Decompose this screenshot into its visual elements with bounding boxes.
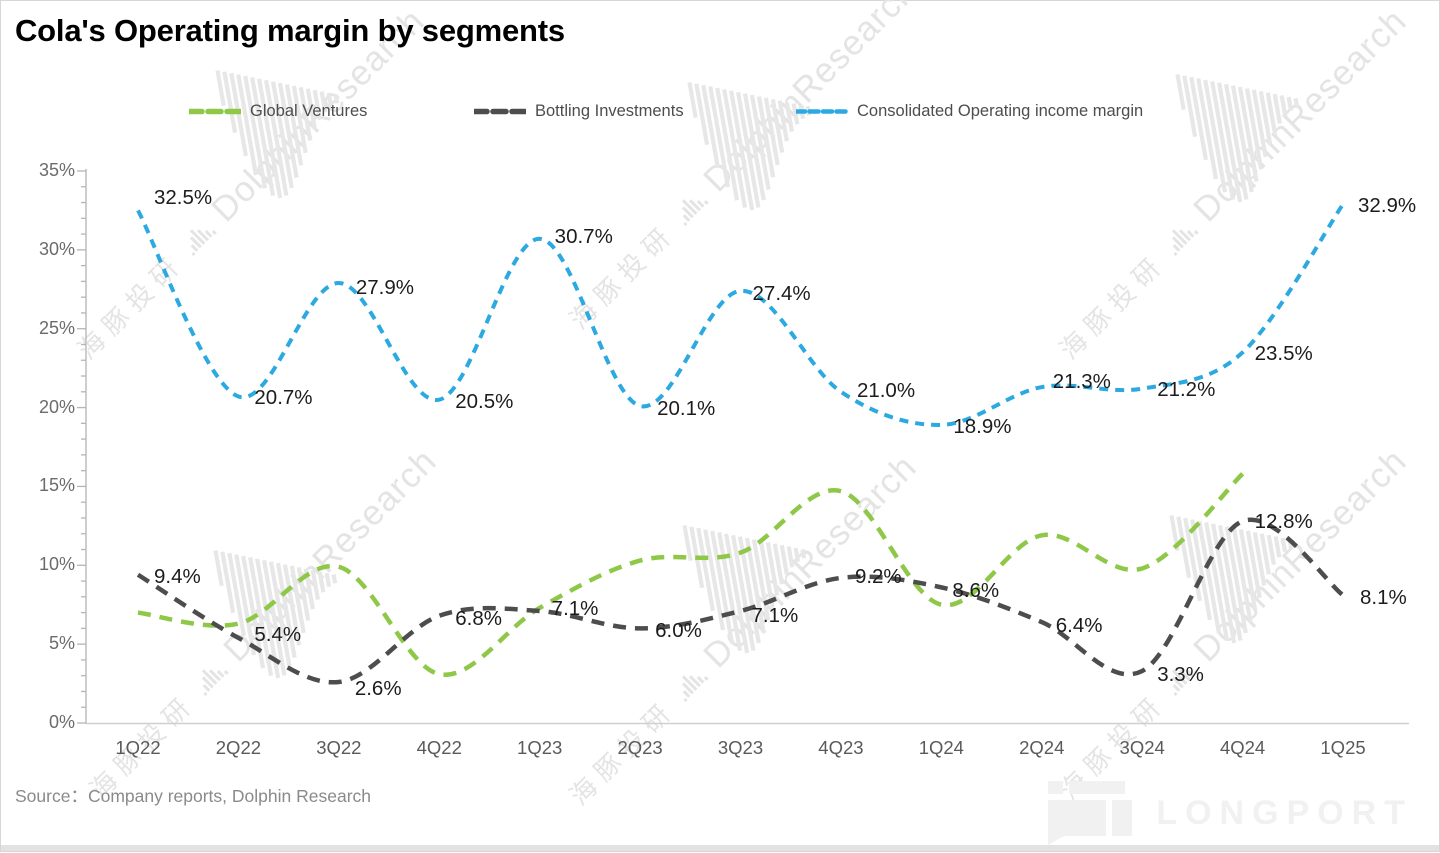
legend-label: Bottling Investments <box>535 101 684 120</box>
data-label: 20.7% <box>254 385 313 409</box>
x-axis-tick-label: 1Q23 <box>517 737 563 758</box>
data-label: 23.5% <box>1254 342 1313 366</box>
data-label: 2.6% <box>354 676 402 700</box>
data-label: 27.4% <box>752 281 811 305</box>
x-axis-tick-label: 4Q24 <box>1219 737 1266 758</box>
data-label: 8.6% <box>952 579 1000 603</box>
x-axis-tick-label: 2Q22 <box>215 737 262 758</box>
x-axis-tick-label: 3Q23 <box>717 737 764 758</box>
data-label: 18.9% <box>953 414 1012 438</box>
chart-title: Cola's Operating margin by segments <box>15 13 565 48</box>
longport-logo: LONGPORT <box>1048 781 1413 845</box>
source-note: Source：Company reports, Dolphin Research <box>15 786 371 806</box>
blue-legend-dash-icon <box>796 108 848 114</box>
data-label: 27.9% <box>355 275 414 299</box>
data-label: 12.8% <box>1254 510 1313 534</box>
y-axis-tick-label: 0% <box>48 712 75 732</box>
x-axis-tick-label: 4Q23 <box>818 737 864 758</box>
data-label: 9.4% <box>154 564 201 588</box>
x-axis-tick-label: 4Q22 <box>416 737 462 758</box>
bottom-edge-strip <box>1 845 1439 851</box>
x-axis-tick-label: 3Q22 <box>316 737 362 758</box>
data-label: 7.1% <box>751 604 799 628</box>
x-axis-tick-label: 2Q24 <box>1019 737 1065 758</box>
data-label: 6.4% <box>1055 614 1103 638</box>
data-label: 20.5% <box>455 389 514 413</box>
series-line-blue <box>136 202 1345 427</box>
data-label: 32.9% <box>1358 194 1417 218</box>
data-label: 3.3% <box>1157 662 1204 686</box>
legend-item-dark: Bottling Investments <box>474 99 684 123</box>
x-axis-tick-label: 2Q23 <box>617 737 663 758</box>
data-label: 7.1% <box>551 597 599 621</box>
data-label: 6.8% <box>455 606 502 630</box>
longport-logo-icon <box>1048 781 1133 845</box>
data-label: 5.4% <box>254 622 302 646</box>
y-axis-tick-label: 20% <box>38 396 75 417</box>
y-axis-tick-label: 15% <box>38 475 75 496</box>
dark-legend-dash-icon <box>474 108 526 114</box>
y-axis-tick-label: 5% <box>48 633 75 654</box>
data-label: 20.1% <box>657 396 716 420</box>
legend-item-blue: Consolidated Operating income margin <box>796 99 1143 123</box>
longport-logo-text: LONGPORT <box>1156 793 1413 832</box>
legend-label: Global Ventures <box>250 101 368 120</box>
y-axis-tick-label: 30% <box>38 238 75 259</box>
y-axis-tick-label: 35% <box>38 160 75 180</box>
data-label: 21.2% <box>1157 377 1216 401</box>
data-label: 32.5% <box>154 186 213 210</box>
x-axis-tick-label: 3Q24 <box>1119 737 1165 758</box>
green-legend-dash-icon <box>189 108 241 114</box>
legend-label: Consolidated Operating income margin <box>857 101 1144 120</box>
data-label: 8.1% <box>1360 586 1407 610</box>
data-label: 9.2% <box>854 564 902 588</box>
y-axis-tick-label: 25% <box>38 317 75 338</box>
x-axis-tick-label: 1Q24 <box>918 737 964 758</box>
x-axis-tick-label: 1Q22 <box>115 737 161 758</box>
x-axis-tick-label: 1Q25 <box>1320 737 1366 758</box>
data-label: 30.7% <box>554 224 613 248</box>
data-label: 21.3% <box>1052 370 1111 394</box>
data-label: 21.0% <box>856 378 916 402</box>
y-axis-tick-label: 10% <box>38 554 75 575</box>
legend-item-green: Global Ventures <box>189 99 367 123</box>
data-label: 6.0% <box>655 619 702 643</box>
series-line-dark <box>136 517 1345 685</box>
